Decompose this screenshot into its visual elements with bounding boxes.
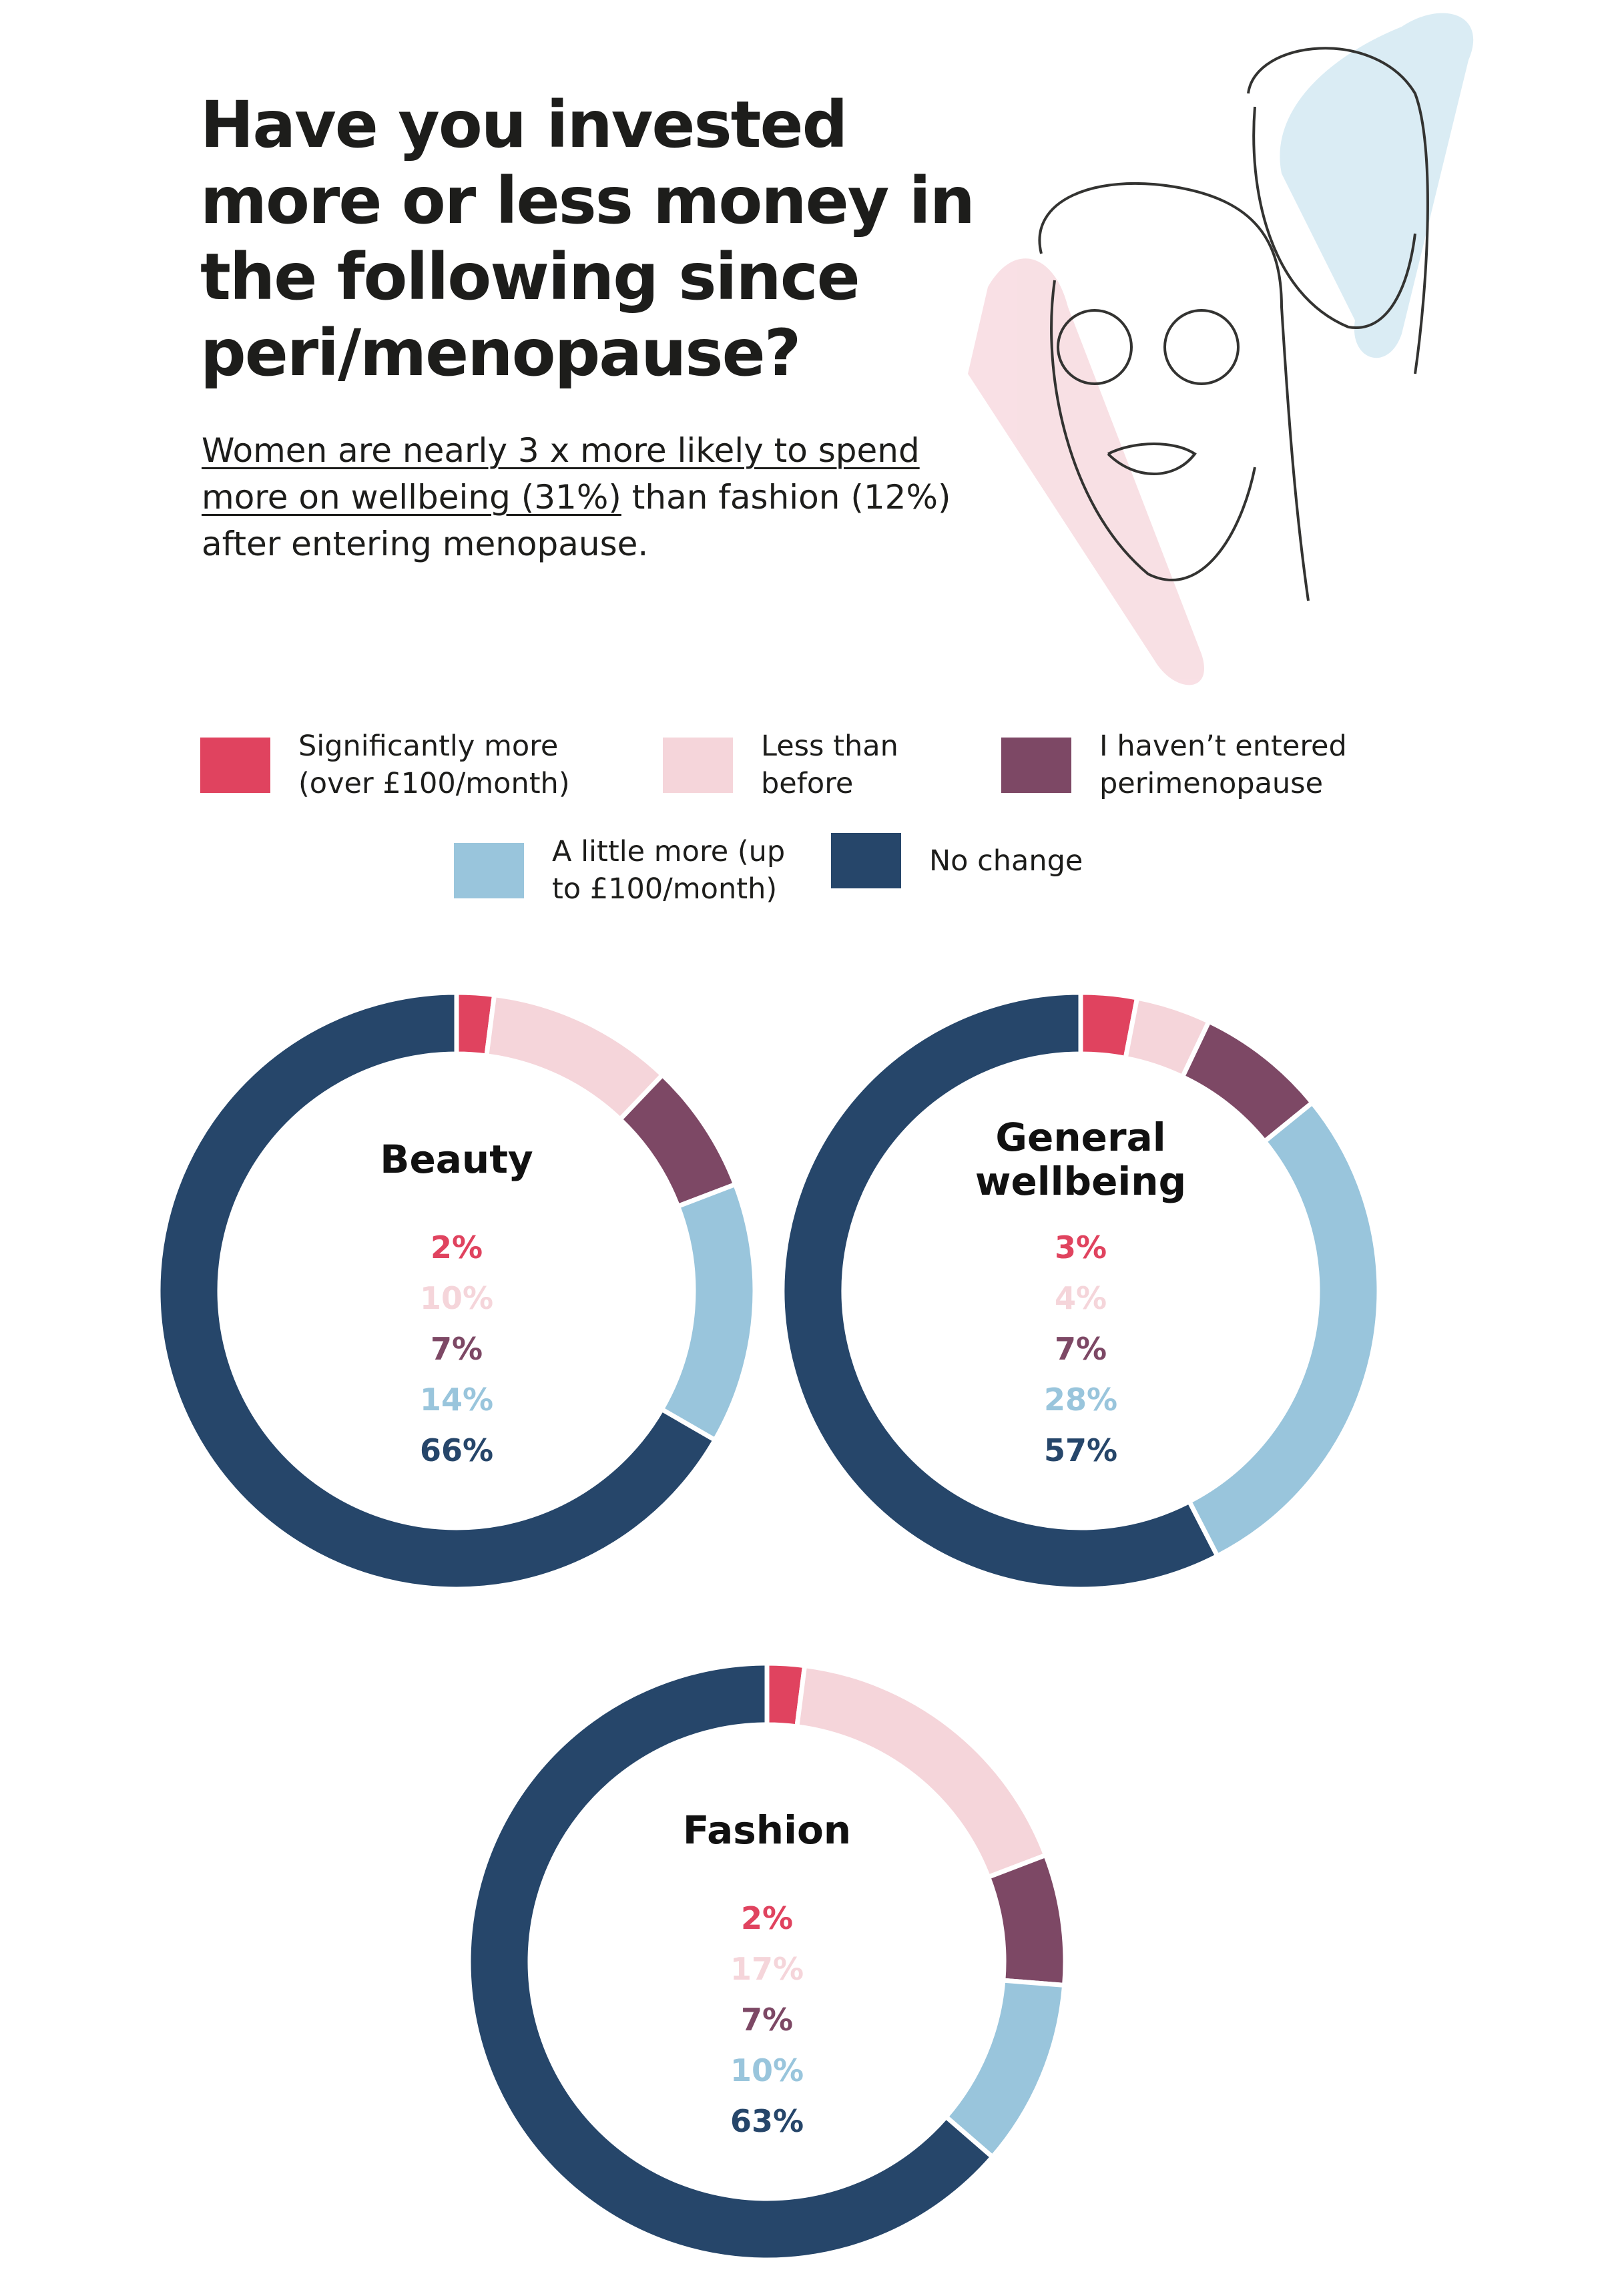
blue-brush: [1280, 13, 1474, 358]
value-label: 66%: [419, 1432, 494, 1468]
value-label: 10%: [419, 1280, 494, 1316]
value-label: 63%: [730, 2103, 804, 2139]
legend-item: No change: [831, 833, 1169, 888]
chart-title: General wellbeing: [975, 1115, 1187, 1204]
value-label: 3%: [1054, 1229, 1107, 1265]
legend-item: I haven’t entered perimenopause: [1001, 728, 1380, 802]
legend-swatch: [831, 833, 901, 888]
legend-label: I haven’t entered perimenopause: [1099, 730, 1347, 800]
donut-segment: [658, 1181, 758, 1444]
chart-title: Fashion: [682, 1807, 852, 1853]
donut-segment: [985, 1851, 1068, 1988]
value-label: 7%: [1054, 1331, 1107, 1367]
donut: [466, 1661, 1068, 2263]
sketch-glasses: [1057, 309, 1133, 385]
legend-item: Significantly more (over £100/month): [200, 728, 579, 802]
legend-swatch: [454, 842, 524, 898]
donut: [156, 990, 758, 1592]
legend-item: A little more (up to £100/month): [454, 833, 792, 908]
value-label: 10%: [730, 2052, 804, 2088]
title: Have you invested more or less money in …: [200, 87, 975, 390]
legend-label: A little more (up to £100/month): [552, 835, 786, 906]
legend-item: Less than before: [663, 728, 961, 802]
subtitle-rest: than fashion (12%) after entering menopa…: [202, 478, 951, 563]
chart-title: Beauty: [380, 1137, 533, 1182]
sketch-glasses: [1163, 309, 1240, 385]
illustration: [968, 13, 1474, 685]
sketch-mouth: [1107, 443, 1197, 475]
pink-brush: [968, 258, 1204, 685]
legend-swatch: [663, 737, 733, 793]
donut-segment: [156, 990, 718, 1592]
value-label: 57%: [1043, 1432, 1118, 1468]
donut: [780, 990, 1382, 1592]
value-label: 7%: [430, 1331, 483, 1367]
sketch-hair: [1038, 182, 1310, 601]
value-label: 14%: [419, 1382, 494, 1418]
value-label: 4%: [1054, 1280, 1107, 1316]
donut-segment: [466, 1661, 996, 2263]
value-label: 2%: [430, 1229, 483, 1265]
value-label: 28%: [1043, 1382, 1118, 1418]
value-label: 17%: [730, 1951, 804, 1987]
legend-label: Significantly more (over £100/month): [298, 730, 570, 800]
legend-swatch: [1001, 737, 1071, 793]
value-label: 7%: [740, 2002, 794, 2038]
subtitle: Women are nearly 3 x more likely to spen…: [202, 427, 1016, 567]
donut-segment: [1185, 1099, 1382, 1560]
value-label: 2%: [740, 1900, 794, 1936]
sketch-face: [1252, 106, 1416, 329]
subtitle-highlight: Women are nearly 3 x more likely to spen…: [202, 431, 920, 517]
legend-swatch: [200, 737, 270, 793]
donut-segment: [780, 990, 1221, 1592]
sketch-hair: [1247, 47, 1429, 374]
legend-label: No change: [929, 844, 1083, 878]
sketch-face: [1050, 280, 1256, 581]
legend-label: Less than before: [761, 730, 898, 800]
